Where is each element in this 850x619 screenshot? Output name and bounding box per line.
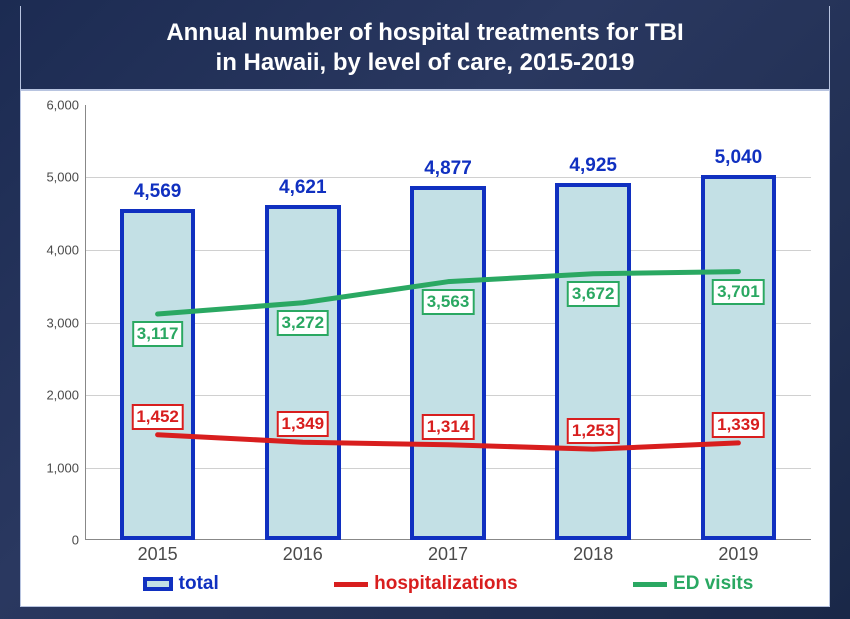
line-value-label: 3,117	[132, 321, 184, 347]
legend-swatch-bar	[143, 577, 173, 591]
legend-label: ED visits	[673, 573, 753, 595]
y-tick-label: 4,000	[46, 242, 85, 257]
legend-label: total	[179, 573, 219, 595]
chart-title: Annual number of hospital treatments for…	[146, 18, 703, 78]
y-tick-label: 5,000	[46, 170, 85, 185]
line-value-label: 1,314	[422, 414, 475, 440]
legend-swatch-line	[334, 582, 368, 587]
x-tick-label: 2018	[573, 540, 613, 565]
title-line-1: Annual number of hospital treatments for…	[166, 19, 683, 46]
legend-swatch-line	[633, 582, 667, 587]
y-tick-label: 0	[72, 533, 85, 548]
line-value-label: 3,563	[422, 289, 475, 315]
title-region: Annual number of hospital treatments for…	[20, 6, 830, 90]
y-tick-label: 1,000	[46, 460, 85, 475]
line-value-label: 3,272	[277, 310, 330, 336]
line-value-label: 1,349	[277, 411, 330, 437]
x-tick-label: 2017	[428, 540, 468, 565]
line-value-label: 1,339	[712, 412, 765, 438]
y-tick-label: 2,000	[46, 387, 85, 402]
legend-item: hospitalizations	[334, 573, 518, 595]
x-tick-label: 2019	[718, 540, 758, 565]
chart-slide: Annual number of hospital treatments for…	[0, 0, 850, 619]
line-value-label: 3,672	[567, 281, 620, 307]
chart-panel: 01,0002,0003,0004,0005,0006,0004,5692015…	[20, 90, 830, 607]
line-value-label: 1,452	[131, 404, 184, 430]
x-tick-label: 2016	[283, 540, 323, 565]
legend: total hospitalizations ED visits	[85, 570, 811, 598]
title-line-2: in Hawaii, by level of care, 2015-2019	[216, 49, 635, 76]
legend-label: hospitalizations	[374, 573, 518, 595]
x-tick-label: 2015	[138, 540, 178, 565]
line-value-label: 1,253	[567, 418, 620, 444]
line-layer	[85, 105, 811, 540]
line-value-label: 3,701	[712, 279, 765, 305]
plot-area: 01,0002,0003,0004,0005,0006,0004,5692015…	[85, 105, 811, 540]
y-tick-label: 3,000	[46, 315, 85, 330]
legend-item: total	[143, 573, 219, 595]
y-tick-label: 6,000	[46, 98, 85, 113]
legend-item: ED visits	[633, 573, 753, 595]
